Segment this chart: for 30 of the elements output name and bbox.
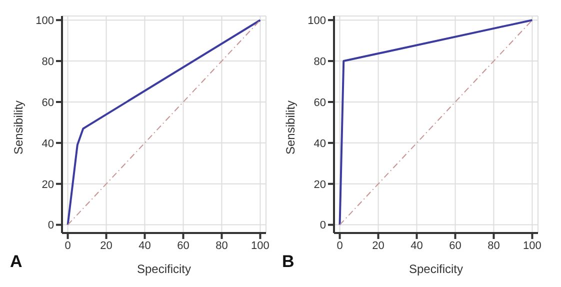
x-tick-label: 40: [138, 240, 151, 252]
x-tick-label: 100: [251, 240, 270, 252]
y-tick-label: 20: [314, 178, 326, 191]
x-tick-label: 60: [177, 240, 190, 252]
y-tick-label: 100: [36, 15, 54, 27]
text: B: [282, 252, 294, 272]
y-tick-label: 20: [42, 178, 54, 191]
y-tick-label: 60: [42, 96, 54, 109]
x-tick-label: 20: [100, 240, 112, 252]
y-tick-label: 60: [314, 96, 326, 109]
y-axis-title: Sensibility: [283, 100, 298, 154]
y-tick-label: 0: [48, 220, 54, 232]
x-tick-label: 0: [64, 240, 71, 252]
y-tick-label: 40: [42, 138, 54, 150]
y-tick-label: 100: [308, 15, 326, 27]
y-tick-label: 80: [42, 56, 54, 68]
y-tick-label: 40: [314, 138, 326, 150]
x-tick-label: 20: [372, 240, 384, 252]
x-tick-label: 0: [336, 240, 343, 252]
y-tick-label: 80: [314, 56, 326, 68]
y-axis-title: Sensibility: [11, 100, 26, 154]
x-axis-title: Specificity: [136, 262, 192, 276]
x-tick-label: 80: [216, 240, 228, 252]
text: A: [10, 252, 22, 272]
x-tick-label: 40: [410, 240, 423, 252]
x-tick-label: 100: [523, 240, 542, 252]
y-tick-label: 0: [320, 220, 326, 232]
x-tick-label: 60: [449, 240, 462, 252]
x-tick-label: 80: [488, 240, 500, 252]
x-axis-title: Specificity: [408, 262, 464, 276]
